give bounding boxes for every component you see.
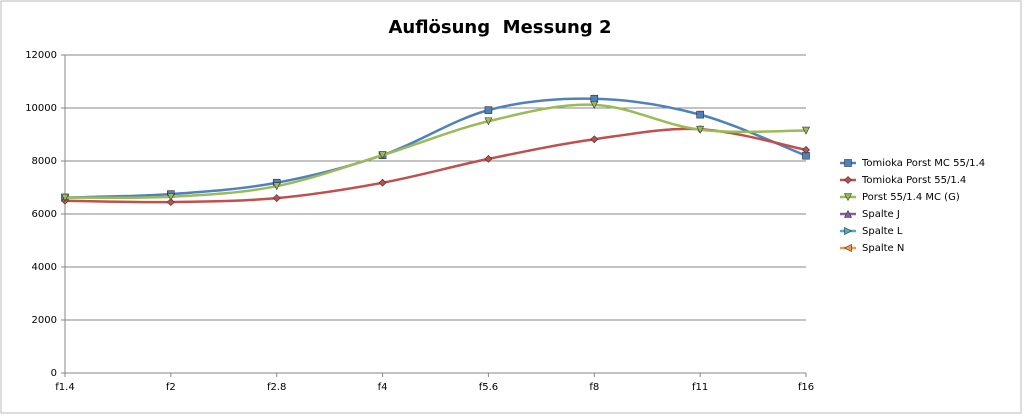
legend-marker xyxy=(844,209,852,218)
y-tick-label: 12000 xyxy=(25,50,57,61)
y-tick-label: 8000 xyxy=(32,156,57,167)
legend-label: Tomioka Porst 55/1.4 xyxy=(861,175,966,186)
data-point xyxy=(378,151,387,160)
y-tick-label: 0 xyxy=(51,368,57,379)
legend-marker xyxy=(843,244,852,252)
x-tick-label: f8 xyxy=(589,382,599,393)
x-tick-label: f11 xyxy=(692,382,708,393)
data-point xyxy=(166,192,175,201)
data-point xyxy=(696,125,705,134)
x-tick-label: f16 xyxy=(798,382,814,393)
chart-title: Auflösung Messung 2 xyxy=(388,17,611,38)
series-line xyxy=(64,97,807,199)
x-tick-label: f5.6 xyxy=(479,382,498,393)
x-tick-label: f4 xyxy=(378,382,388,393)
series-line xyxy=(64,103,807,200)
data-point xyxy=(484,154,493,163)
y-tick-label: 10000 xyxy=(25,103,57,114)
legend-marker xyxy=(844,227,853,235)
data-point xyxy=(802,145,810,154)
data-point xyxy=(272,194,281,203)
data-point xyxy=(272,182,281,191)
data-point xyxy=(61,193,69,202)
legend-label: Spalte L xyxy=(862,226,903,237)
data-point xyxy=(802,126,810,135)
data-point xyxy=(484,117,493,126)
data-point xyxy=(378,178,387,187)
data-point xyxy=(590,101,599,109)
data-point xyxy=(484,106,493,114)
legend-marker xyxy=(844,176,852,184)
x-tick-label: f1.4 xyxy=(55,382,74,393)
y-tick-label: 4000 xyxy=(32,262,57,273)
x-tick-label: f2 xyxy=(166,382,176,393)
data-point xyxy=(590,135,599,144)
y-tick-label: 2000 xyxy=(32,315,57,326)
data-point xyxy=(696,110,704,119)
x-tick-label: f2.8 xyxy=(267,382,286,393)
legend-label: Spalte N xyxy=(862,243,904,254)
legend-label: Tomioka Porst MC 55/1.4 xyxy=(861,158,985,169)
legend-label: Porst 55/1.4 MC (G) xyxy=(862,192,960,203)
data-point xyxy=(166,198,175,206)
legend-label: Spalte J xyxy=(862,209,900,220)
y-tick-label: 6000 xyxy=(32,209,57,220)
legend-marker xyxy=(844,193,852,202)
legend-marker xyxy=(844,159,852,167)
